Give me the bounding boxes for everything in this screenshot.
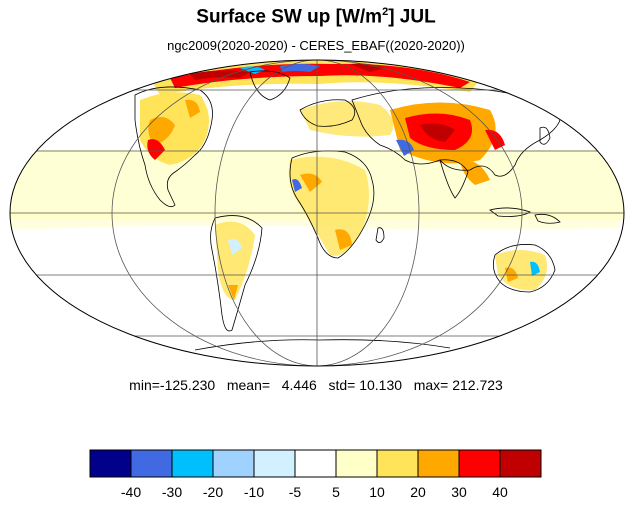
stat-std-label: std=: [328, 377, 356, 393]
colorbar-tick-label: 20: [410, 484, 426, 500]
colorbar-tick-label: 40: [492, 484, 508, 500]
plot-title: Surface SW up [W/m2] JUL: [0, 6, 632, 28]
stat-mean-label: mean=: [226, 377, 271, 393]
colorbar-swatch: [294, 449, 337, 478]
stat-max-value: 212.723: [452, 377, 503, 393]
colorbar-swatch: [376, 449, 419, 478]
title-tail: ] JUL: [388, 6, 436, 28]
colorbar-swatch: [130, 449, 173, 478]
stat-max-label: max=: [413, 377, 449, 393]
stat-mean-value: 4.446: [281, 377, 317, 393]
coastlines: [134, 70, 593, 351]
title-superscript: 2: [382, 6, 389, 18]
colorbar-swatch: [171, 449, 214, 478]
map-border: [9, 59, 625, 367]
colorbar-tick-label: -20: [202, 484, 224, 500]
statistics-line: min=-125.230 mean= 4.446 std= 10.130 max…: [0, 377, 632, 393]
colorbar-tick-label: 30: [451, 484, 467, 500]
stat-min-value: -125.230: [159, 377, 216, 393]
colorbar-swatch: [89, 449, 132, 478]
colorbar-swatch: [253, 449, 296, 478]
plot-subtitle: ngc2009(2020-2020) - CERES_EBAF((2020-20…: [167, 38, 465, 53]
colorbar-swatch: [417, 449, 460, 478]
colorbar-swatch: [335, 449, 378, 478]
colorbar-tick-label: -10: [243, 484, 265, 500]
colorbar-tick-label: -40: [120, 484, 142, 500]
colorbar-tick-label: -30: [161, 484, 183, 500]
stat-min-label: min=: [129, 377, 160, 393]
colorbar-tick-label: -5: [288, 484, 302, 500]
title-main: Surface SW up [W/m: [196, 6, 383, 28]
colorbar-swatch: [499, 449, 542, 478]
colorbar-swatch: [458, 449, 501, 478]
colorbar-tick-label: 10: [369, 484, 385, 500]
anomaly-fields: [10, 60, 624, 300]
stat-std-value: 10.130: [359, 377, 403, 393]
colorbar-tick-label: 5: [332, 484, 340, 500]
colorbar-swatch: [212, 449, 255, 478]
